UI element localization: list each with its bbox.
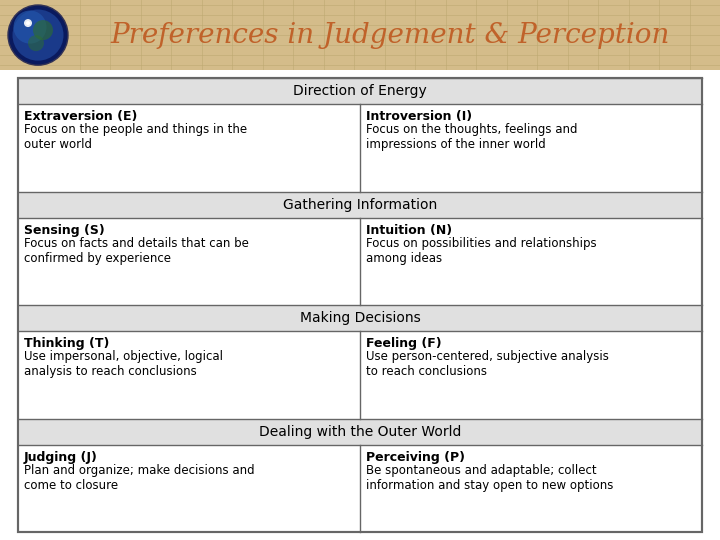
- Circle shape: [24, 19, 32, 27]
- Text: Plan and organize; make decisions and
come to closure: Plan and organize; make decisions and co…: [24, 463, 255, 491]
- Text: Judging (J): Judging (J): [24, 450, 98, 463]
- Circle shape: [33, 20, 53, 40]
- Text: Gathering Information: Gathering Information: [283, 198, 437, 212]
- Text: Feeling (F): Feeling (F): [366, 337, 441, 350]
- Circle shape: [12, 10, 63, 60]
- Text: Direction of Energy: Direction of Energy: [293, 84, 427, 98]
- Text: Intuition (N): Intuition (N): [366, 224, 452, 237]
- Text: Dealing with the Outer World: Dealing with the Outer World: [258, 424, 462, 438]
- Circle shape: [26, 21, 30, 25]
- Bar: [18, 418, 702, 444]
- Bar: [18, 192, 702, 218]
- Text: Focus on the people and things in the
outer world: Focus on the people and things in the ou…: [24, 123, 247, 151]
- Circle shape: [14, 10, 47, 44]
- Text: Preferences in Judgement & Perception: Preferences in Judgement & Perception: [110, 22, 670, 49]
- Circle shape: [8, 5, 68, 65]
- Circle shape: [28, 35, 44, 51]
- Text: Thinking (T): Thinking (T): [24, 337, 109, 350]
- Bar: [18, 305, 702, 331]
- Text: Use person-centered, subjective analysis
to reach conclusions: Use person-centered, subjective analysis…: [366, 350, 609, 378]
- Text: Use impersonal, objective, logical
analysis to reach conclusions: Use impersonal, objective, logical analy…: [24, 350, 223, 378]
- Text: Perceiving (P): Perceiving (P): [366, 450, 465, 463]
- Text: Be spontaneous and adaptable; collect
information and stay open to new options: Be spontaneous and adaptable; collect in…: [366, 463, 613, 491]
- Text: Introversion (I): Introversion (I): [366, 110, 472, 123]
- Bar: [18, 78, 702, 104]
- Text: Sensing (S): Sensing (S): [24, 224, 104, 237]
- Text: Making Decisions: Making Decisions: [300, 311, 420, 325]
- Text: Focus on possibilities and relationships
among ideas: Focus on possibilities and relationships…: [366, 237, 597, 265]
- Text: Extraversion (E): Extraversion (E): [24, 110, 138, 123]
- Text: Focus on the thoughts, feelings and
impressions of the inner world: Focus on the thoughts, feelings and impr…: [366, 123, 577, 151]
- Text: Focus on facts and details that can be
confirmed by experience: Focus on facts and details that can be c…: [24, 237, 249, 265]
